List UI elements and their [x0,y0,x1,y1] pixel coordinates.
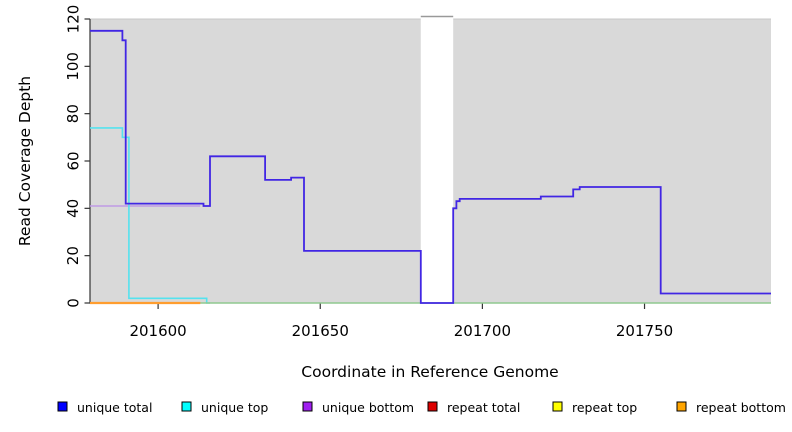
legend-label: repeat bottom [696,400,786,415]
y-tick-label: 0 [64,298,82,308]
series-layer [90,29,771,305]
legend-item-repeat-bottom: repeat bottom [676,400,786,415]
y-tick-label: 120 [64,5,82,34]
y-tick-label: 100 [64,52,82,81]
legend-item-unique-top: unique top [181,400,268,415]
legend-label: repeat top [572,400,637,415]
x-axis-title: Coordinate in Reference Genome [301,363,558,381]
y-tick-label: 40 [64,199,82,218]
legend-item-repeat-top: repeat top [552,400,637,415]
legend-item-unique-total: unique total [57,400,152,415]
y-axis-title: Read Coverage Depth [16,76,34,246]
legend-swatch-unique-top [181,401,192,412]
series-line-unique-top [90,127,210,304]
legend-item-repeat-total: repeat total [427,400,520,415]
axes-layer: 0 20 40 60 80 100 120 201600 201650 201700 201750 [64,5,673,340]
legend-swatch-repeat-top [552,401,563,412]
legend-item-unique-bottom: unique bottom [302,400,414,415]
legend-label: unique top [201,400,268,415]
x-tick-label: 201750 [616,322,673,340]
legend-swatch-unique-bottom [302,401,313,412]
x-tick-label: 201700 [454,322,511,340]
y-tick-label: 20 [64,246,82,265]
legend-swatch-unique-total [57,401,68,412]
legend-swatch-repeat-bottom [676,401,687,412]
y-tick-label: 80 [64,104,82,123]
series-line-unique-total [90,29,771,304]
legend-label: unique total [77,400,152,415]
x-tick-label: 201650 [292,322,349,340]
y-tick-label: 60 [64,151,82,170]
legend-swatch-repeat-total [427,401,438,412]
legend: unique total unique top unique bottom re… [57,400,786,415]
legend-label: unique bottom [322,400,414,415]
legend-label: repeat total [447,400,520,415]
x-tick-label: 201600 [129,322,186,340]
plot-panel-layer [90,15,771,303]
coverage-gap [420,16,454,303]
